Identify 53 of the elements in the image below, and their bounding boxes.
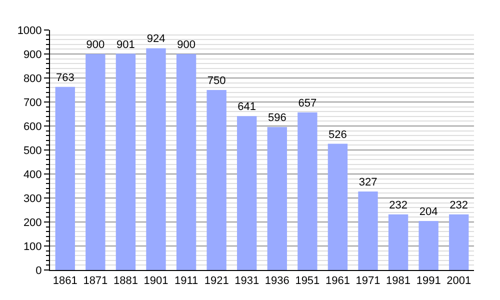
data-label: 900 — [86, 39, 105, 51]
x-tick-label: 1981 — [386, 275, 411, 288]
bar — [267, 126, 287, 270]
y-tick-label: 600 — [23, 120, 42, 133]
bar — [449, 214, 469, 270]
bar — [55, 86, 75, 270]
y-tick-label: 0 — [36, 264, 42, 277]
x-tick-label: 1961 — [325, 275, 350, 288]
x-tick-label: 1901 — [144, 275, 168, 288]
bar — [237, 116, 257, 270]
x-tick-label: 1921 — [204, 275, 229, 288]
x-tick-label: 1931 — [234, 275, 260, 288]
bar — [176, 54, 196, 270]
data-label: 901 — [116, 38, 135, 51]
x-tick-label: 2001 — [446, 275, 472, 288]
bar — [418, 221, 438, 270]
data-label: 232 — [450, 199, 468, 212]
y-tick-label: 800 — [23, 72, 42, 85]
x-tick-label: 1991 — [416, 275, 441, 288]
bar — [358, 192, 378, 270]
data-label: 641 — [238, 101, 256, 114]
data-label: 232 — [389, 199, 408, 212]
y-tick-label: 500 — [23, 144, 42, 157]
x-tick-label: 1861 — [52, 275, 78, 288]
bar — [388, 214, 408, 270]
bar — [116, 54, 136, 270]
data-label: 763 — [56, 72, 74, 84]
data-label: 526 — [328, 128, 347, 141]
data-label: 750 — [207, 75, 226, 87]
x-tick-label: 1971 — [356, 275, 380, 288]
data-label: 900 — [177, 39, 196, 51]
x-tick-label: 1936 — [264, 275, 290, 288]
bar — [206, 90, 226, 270]
data-label: 924 — [146, 33, 166, 46]
bar — [86, 54, 106, 270]
data-label: 657 — [298, 97, 317, 110]
y-tick-label: 400 — [23, 168, 42, 181]
data-label: 327 — [358, 176, 378, 189]
data-label: 204 — [419, 206, 438, 218]
y-tick-label: 900 — [23, 48, 42, 61]
y-tick-label: 1000 — [17, 24, 42, 37]
x-tick-label: 1881 — [113, 275, 138, 288]
x-tick-label: 1911 — [174, 275, 198, 288]
data-label: 596 — [268, 112, 286, 124]
x-tick-label: 1871 — [83, 275, 108, 288]
y-tick-label: 300 — [23, 192, 42, 205]
bar — [146, 48, 166, 270]
y-tick-label: 200 — [23, 216, 42, 229]
bar — [298, 112, 318, 270]
y-tick-label: 700 — [23, 96, 42, 109]
y-tick-label: 100 — [23, 240, 42, 253]
bar — [328, 144, 348, 270]
x-tick-label: 1951 — [295, 275, 320, 288]
